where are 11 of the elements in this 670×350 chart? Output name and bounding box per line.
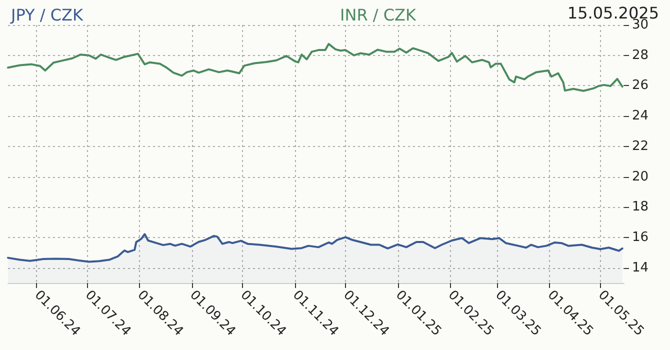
- y-tick-label: 28: [632, 48, 649, 63]
- text: JPY / CZK: [10, 6, 84, 24]
- line-series: [7, 42, 624, 92]
- y-tick-label: 26: [632, 78, 649, 94]
- y-tick-label: 24: [632, 108, 649, 124]
- y-tick-label: 18: [632, 200, 649, 215]
- y-tick-label: 22: [632, 138, 649, 154]
- y-tick-label: 20: [632, 169, 649, 184]
- series-label: INR / CZK: [340, 6, 416, 24]
- y-tick-label: 16: [632, 230, 649, 245]
- y-tick-label: 14: [632, 260, 649, 276]
